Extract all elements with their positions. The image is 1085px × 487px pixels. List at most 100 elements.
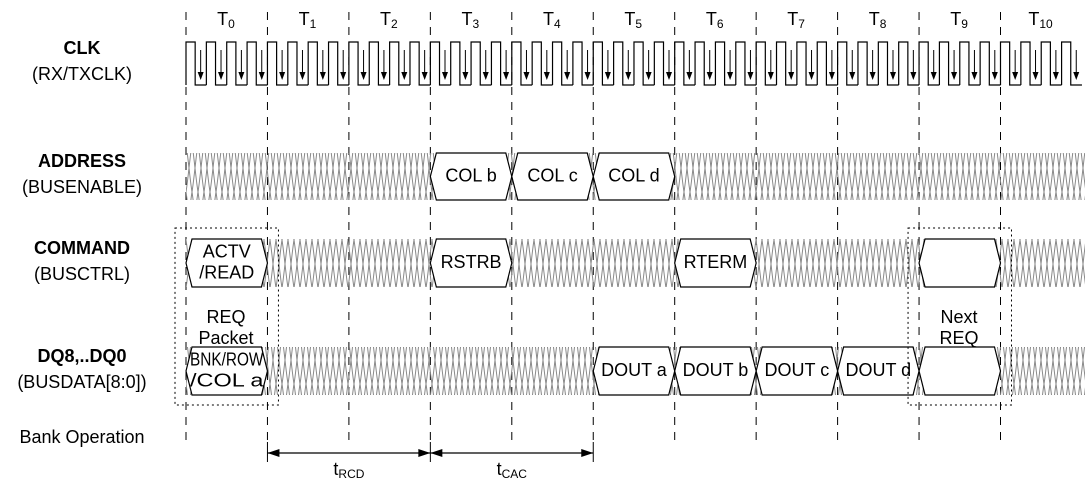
time-sub: 5 [635,17,642,31]
bus-text: RTERM [684,252,748,272]
packet-note: Packet [198,328,253,348]
clock-arrowhead [218,72,225,80]
time-label: T5 [624,9,642,31]
time-main: T [543,9,554,29]
clock-arrowhead [1073,72,1080,80]
time-sub: 3 [473,17,480,31]
time-main: T [869,9,880,29]
bus-text: COL b [445,165,496,185]
bus-text: COL c [527,165,577,185]
time-sub: 0 [228,17,235,31]
time-label: T0 [217,9,235,31]
clock-arrowhead [971,72,978,80]
packet-outline [907,227,1012,406]
clock-arrowhead [319,72,326,80]
time-label: T6 [706,9,724,31]
signal-name: ADDRESS [38,151,126,171]
packet-note: REQ [940,328,979,348]
time-label: T9 [950,9,968,31]
bus-text: /READ [199,262,254,282]
signal-name: COMMAND [34,238,130,258]
time-label: T7 [787,9,805,31]
clock-arrowhead [401,72,408,80]
clock-arrowhead [808,72,815,80]
clock-arrowhead [604,72,611,80]
clock-arrowhead [645,72,652,80]
signal-note: (BUSDATA[8:0]) [17,372,146,392]
bus-box [918,238,1002,288]
interval-label: tCAC [497,459,528,481]
bus-box [429,238,513,288]
bus-text: COL d [608,165,659,185]
time-sub: 6 [717,17,724,31]
time-main: T [706,9,717,29]
clock-arrowhead [910,72,917,80]
clock-arrowhead [442,72,449,80]
signal-note: (RX/TXCLK) [32,64,132,84]
clock-arrowhead [543,72,550,80]
clock-arrowhead [503,72,510,80]
clock-arrowhead [197,72,204,80]
time-main: T [217,9,228,29]
arrowhead [581,449,594,457]
clock-arrowhead [991,72,998,80]
clock-arrowhead [299,72,306,80]
time-sub: 10 [1039,17,1053,31]
arrowhead [430,449,443,457]
bus-box [185,346,269,396]
clock-arrowhead [869,72,876,80]
time-sub: 9 [961,17,968,31]
bus-text: DOUT b [683,360,749,380]
bus-box [674,238,757,288]
clock-arrowhead [930,72,937,80]
packet-note: Next [941,307,978,327]
clock-arrowhead [584,72,591,80]
arrowhead [418,449,431,457]
signal-note: (BUSENABLE) [22,177,142,197]
clock-arrowhead [889,72,896,80]
time-main: T [1028,9,1039,29]
time-label: T1 [299,9,317,31]
bus-box [185,238,269,288]
bus-box [918,346,1002,396]
bank-operation-label: Bank Operation [19,427,144,447]
interval-label: tRCD [333,459,364,481]
time-label: T4 [543,9,561,31]
clock-arrowhead [828,72,835,80]
time-sub: 4 [554,17,561,31]
clock-arrowhead [258,72,265,80]
time-label: T3 [462,9,480,31]
bus-text: DOUT a [601,360,668,380]
arrowhead [267,449,280,457]
clock-arrowhead [238,72,245,80]
time-main: T [950,9,961,29]
clock-arrowhead [625,72,632,80]
clock-arrowhead [849,72,856,80]
clock-arrowhead [360,72,367,80]
signal-name: DQ8,..DQ0 [37,346,126,366]
bus-text: BNK/ROW [190,349,263,369]
time-label: T10 [1028,9,1053,31]
clock-arrowhead [767,72,774,80]
clock-arrowhead [951,72,958,80]
clock-arrowhead [747,72,754,80]
packet-outline [174,227,279,406]
time-main: T [624,9,635,29]
clock-arrowhead [523,72,530,80]
clock-arrowhead [665,72,672,80]
clock-arrowhead [340,72,347,80]
clock-arrowhead [380,72,387,80]
clock-arrowhead [727,72,734,80]
clock-arrowhead [421,72,428,80]
interval-main: t [497,459,502,479]
clock-arrowhead [564,72,571,80]
bus-text: RSTRB [441,252,502,272]
clock-arrowhead [1012,72,1019,80]
bus-text: ACTV [203,241,251,261]
clock-arrowhead [686,72,693,80]
clock-arrowhead [706,72,713,80]
time-main: T [299,9,310,29]
time-main: T [787,9,798,29]
signal-note: (BUSCTRL) [34,264,130,284]
